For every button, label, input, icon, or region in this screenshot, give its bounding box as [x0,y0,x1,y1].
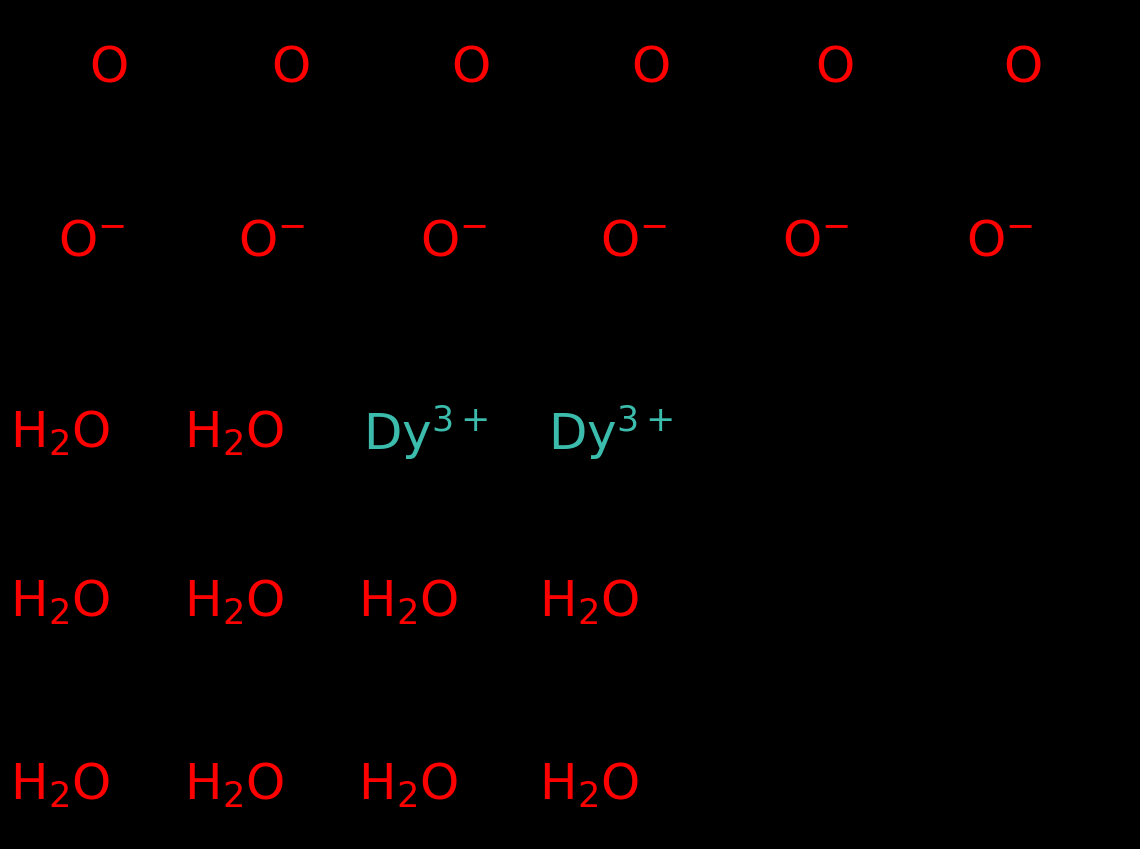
Text: $\mathregular{Dy}^{3+}$: $\mathregular{Dy}^{3+}$ [548,403,674,463]
Text: $\mathregular{H_2O}$: $\mathregular{H_2O}$ [184,761,284,810]
Text: $\mathregular{O}$: $\mathregular{O}$ [89,44,128,92]
Text: $\mathregular{H_2O}$: $\mathregular{H_2O}$ [9,761,109,810]
Text: $\mathregular{O}^{-}$: $\mathregular{O}^{-}$ [420,218,487,266]
Text: $\mathregular{O}$: $\mathregular{O}$ [815,44,853,92]
Text: $\mathregular{H_2O}$: $\mathregular{H_2O}$ [538,761,638,810]
Text: $\mathregular{H_2O}$: $\mathregular{H_2O}$ [184,408,284,458]
Text: $\mathregular{H_2O}$: $\mathregular{H_2O}$ [9,408,109,458]
Text: $\mathregular{O}$: $\mathregular{O}$ [1002,44,1041,92]
Text: $\mathregular{O}$: $\mathregular{O}$ [451,44,490,92]
Text: $\mathregular{O}^{-}$: $\mathregular{O}^{-}$ [782,218,849,266]
Text: $\mathregular{H_2O}$: $\mathregular{H_2O}$ [358,761,458,810]
Text: $\mathregular{H_2O}$: $\mathregular{H_2O}$ [9,578,109,627]
Text: $\mathregular{O}$: $\mathregular{O}$ [632,44,670,92]
Text: $\mathregular{O}^{-}$: $\mathregular{O}^{-}$ [966,218,1033,266]
Text: $\mathregular{O}^{-}$: $\mathregular{O}^{-}$ [237,218,306,266]
Text: $\mathregular{Dy}^{3+}$: $\mathregular{Dy}^{3+}$ [363,403,488,463]
Text: $\mathregular{H_2O}$: $\mathregular{H_2O}$ [358,578,458,627]
Text: $\mathregular{O}^{-}$: $\mathregular{O}^{-}$ [57,218,125,266]
Text: $\mathregular{H_2O}$: $\mathregular{H_2O}$ [184,578,284,627]
Text: $\mathregular{O}^{-}$: $\mathregular{O}^{-}$ [600,218,667,266]
Text: $\mathregular{O}$: $\mathregular{O}$ [271,44,310,92]
Text: $\mathregular{H_2O}$: $\mathregular{H_2O}$ [538,578,638,627]
